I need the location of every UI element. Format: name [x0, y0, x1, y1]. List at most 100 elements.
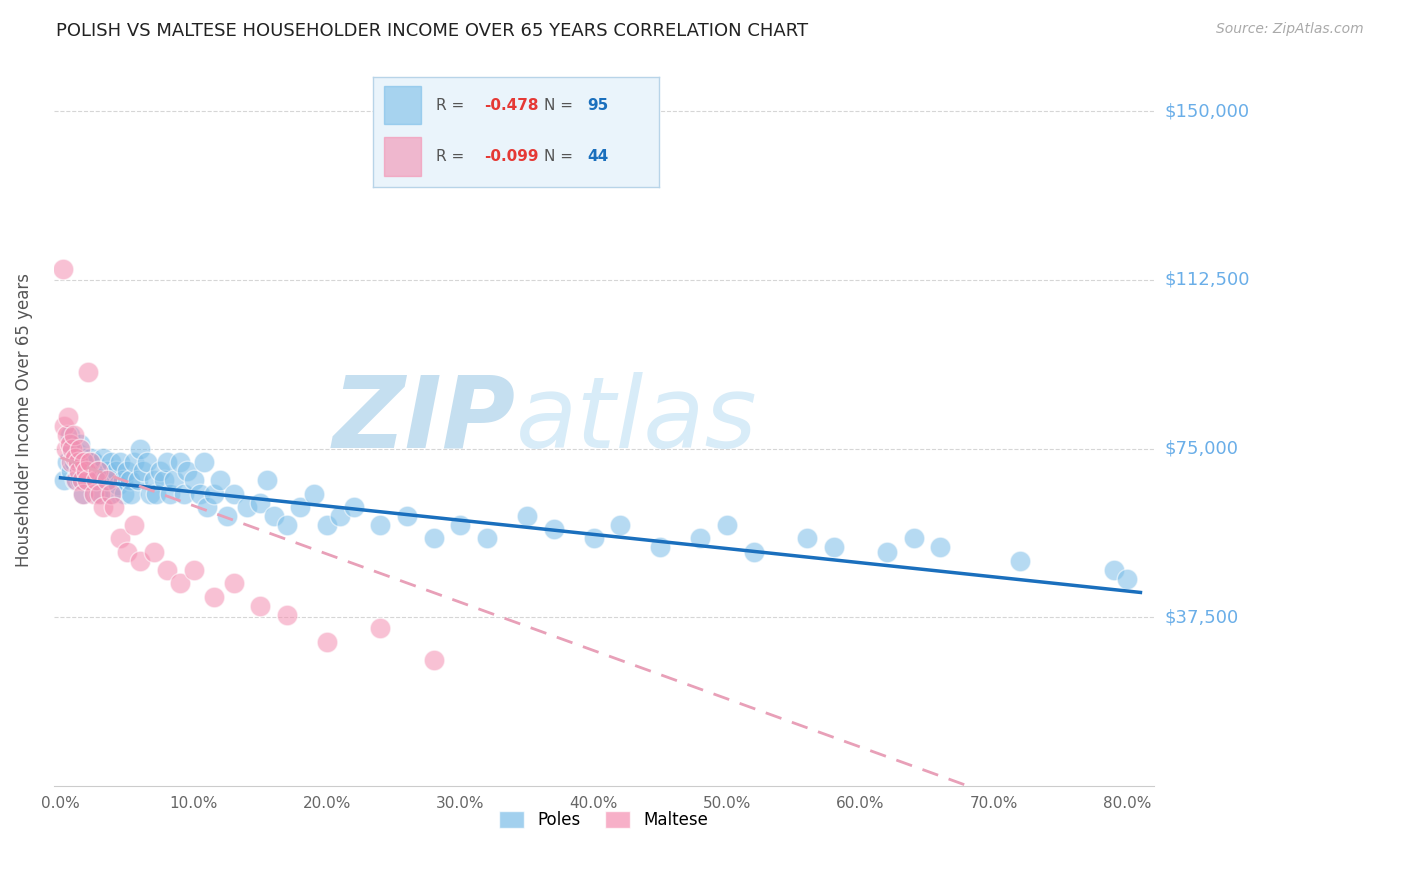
Point	[609, 518, 631, 533]
Point	[63, 428, 86, 442]
Point	[582, 532, 605, 546]
Point	[716, 518, 738, 533]
Point	[176, 464, 198, 478]
Point	[222, 486, 245, 500]
Point	[202, 590, 225, 604]
Point	[86, 473, 108, 487]
Text: $37,500: $37,500	[1166, 608, 1239, 626]
Point	[62, 442, 84, 456]
Point	[77, 365, 100, 379]
Point	[73, 455, 96, 469]
Point	[66, 464, 89, 478]
Point	[329, 508, 352, 523]
Point	[72, 486, 94, 500]
Point	[173, 486, 195, 500]
Point	[195, 500, 218, 514]
Point	[63, 455, 86, 469]
Point	[60, 455, 83, 469]
Point	[183, 473, 205, 487]
Text: POLISH VS MALTESE HOUSEHOLDER INCOME OVER 65 YEARS CORRELATION CHART: POLISH VS MALTESE HOUSEHOLDER INCOME OVE…	[56, 22, 808, 40]
Point	[217, 508, 239, 523]
Point	[96, 473, 118, 487]
Point	[290, 500, 312, 514]
Point	[163, 473, 186, 487]
Y-axis label: Householder Income Over 65 years: Householder Income Over 65 years	[15, 274, 32, 567]
Point	[107, 477, 129, 491]
Point	[76, 473, 98, 487]
Point	[256, 473, 278, 487]
Point	[650, 541, 672, 555]
Point	[475, 532, 498, 546]
Point	[1010, 554, 1032, 568]
Point	[276, 518, 298, 533]
Point	[343, 500, 366, 514]
Point	[79, 473, 101, 487]
Point	[1102, 563, 1125, 577]
Point	[169, 576, 191, 591]
Point	[145, 486, 167, 500]
Point	[316, 518, 339, 533]
Point	[75, 464, 97, 478]
Point	[59, 428, 82, 442]
Point	[115, 545, 138, 559]
Point	[423, 653, 446, 667]
Point	[156, 563, 179, 577]
Point	[56, 428, 79, 442]
Point	[159, 486, 181, 500]
Point	[91, 500, 114, 514]
Point	[929, 541, 952, 555]
Point	[122, 518, 145, 533]
Point	[69, 442, 91, 456]
Point	[52, 261, 75, 276]
Point	[193, 455, 215, 469]
Point	[129, 554, 152, 568]
Point	[77, 455, 100, 469]
Point	[423, 532, 446, 546]
Point	[65, 450, 87, 465]
Point	[118, 473, 141, 487]
Point	[100, 486, 122, 500]
Point	[120, 486, 142, 500]
Point	[72, 486, 94, 500]
Text: ZIP: ZIP	[333, 372, 516, 469]
Point	[115, 464, 138, 478]
Point	[87, 464, 110, 478]
Point	[67, 464, 90, 478]
Point	[83, 455, 105, 469]
Point	[53, 419, 76, 434]
Point	[59, 437, 82, 451]
Point	[169, 455, 191, 469]
Point	[132, 464, 155, 478]
Text: $75,000: $75,000	[1166, 440, 1239, 458]
Point	[73, 450, 96, 465]
Point	[70, 464, 93, 478]
Point	[110, 532, 132, 546]
Point	[156, 455, 179, 469]
Point	[105, 464, 128, 478]
Point	[89, 486, 111, 500]
Point	[823, 541, 845, 555]
Point	[222, 576, 245, 591]
Point	[236, 500, 259, 514]
Text: Source: ZipAtlas.com: Source: ZipAtlas.com	[1216, 22, 1364, 37]
Point	[86, 473, 108, 487]
Point	[370, 518, 392, 533]
Point	[80, 450, 103, 465]
Point	[249, 599, 271, 613]
Point	[55, 442, 77, 456]
Point	[87, 486, 110, 500]
Point	[1116, 572, 1139, 586]
Point	[100, 455, 122, 469]
Point	[190, 486, 212, 500]
Point	[66, 446, 89, 460]
Point	[796, 532, 818, 546]
Text: atlas: atlas	[516, 372, 758, 469]
Point	[63, 450, 86, 465]
Point	[69, 473, 91, 487]
Point	[122, 455, 145, 469]
Point	[139, 486, 162, 500]
Point	[370, 622, 392, 636]
Point	[142, 473, 165, 487]
Point	[114, 486, 136, 500]
Point	[96, 464, 118, 478]
